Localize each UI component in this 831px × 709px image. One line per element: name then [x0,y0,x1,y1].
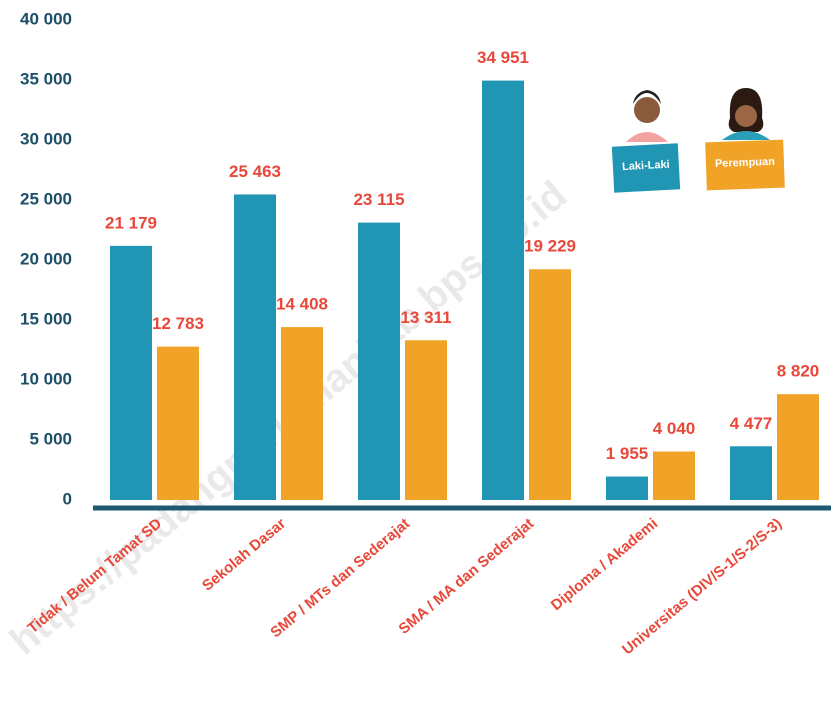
x-tick-label: SMA / MA dan Sederajat [396,515,538,638]
value-label: 1 955 [606,444,649,463]
bar [777,394,819,500]
bar [234,194,276,500]
value-label: 8 820 [777,362,820,381]
bar [730,446,772,500]
bar [529,269,571,500]
y-tick-label: 40 000 [20,9,72,28]
value-label: 34 951 [477,48,529,67]
x-tick-label: Tidak / Belum Tamat SD [24,515,165,637]
bar [482,80,524,500]
bar [110,245,152,500]
value-label: 21 179 [105,213,157,232]
value-label: 19 229 [524,237,576,256]
value-label: 25 463 [229,162,281,181]
legend-label: Perempuan [715,156,776,170]
value-label: 13 311 [400,308,451,327]
bar [405,340,447,500]
bar [358,222,400,500]
y-tick-label: 5 000 [29,429,72,448]
y-tick-label: 15 000 [20,309,72,328]
value-label: 23 115 [353,190,404,209]
legend-label: Laki-Laki [622,159,670,173]
value-label: 4 477 [730,414,773,433]
legend-swatch [611,143,681,193]
y-tick-label: 10 000 [20,369,72,388]
y-tick-label: 25 000 [20,189,72,208]
x-tick-label: Diploma / Akademi [548,515,661,614]
value-label: 12 783 [152,314,204,333]
bar [606,476,648,500]
y-tick-label: 35 000 [20,69,72,88]
legend-illustration [626,88,770,142]
bar [157,346,199,500]
y-tick-label: 30 000 [20,129,72,148]
legend-item: Perempuan [705,139,785,191]
legend-swatch [705,139,785,191]
value-label: 4 040 [653,419,696,438]
x-tick-label: Sekolah Dasar [199,515,289,595]
value-label: 14 408 [276,295,328,314]
bar [653,451,695,500]
bar [281,327,323,500]
y-tick-label: 20 000 [20,249,72,268]
y-tick-label: 0 [63,489,72,508]
legend-item: Laki-Laki [611,143,681,193]
x-tick-label: SMP / MTs dan Sederajat [267,515,413,641]
